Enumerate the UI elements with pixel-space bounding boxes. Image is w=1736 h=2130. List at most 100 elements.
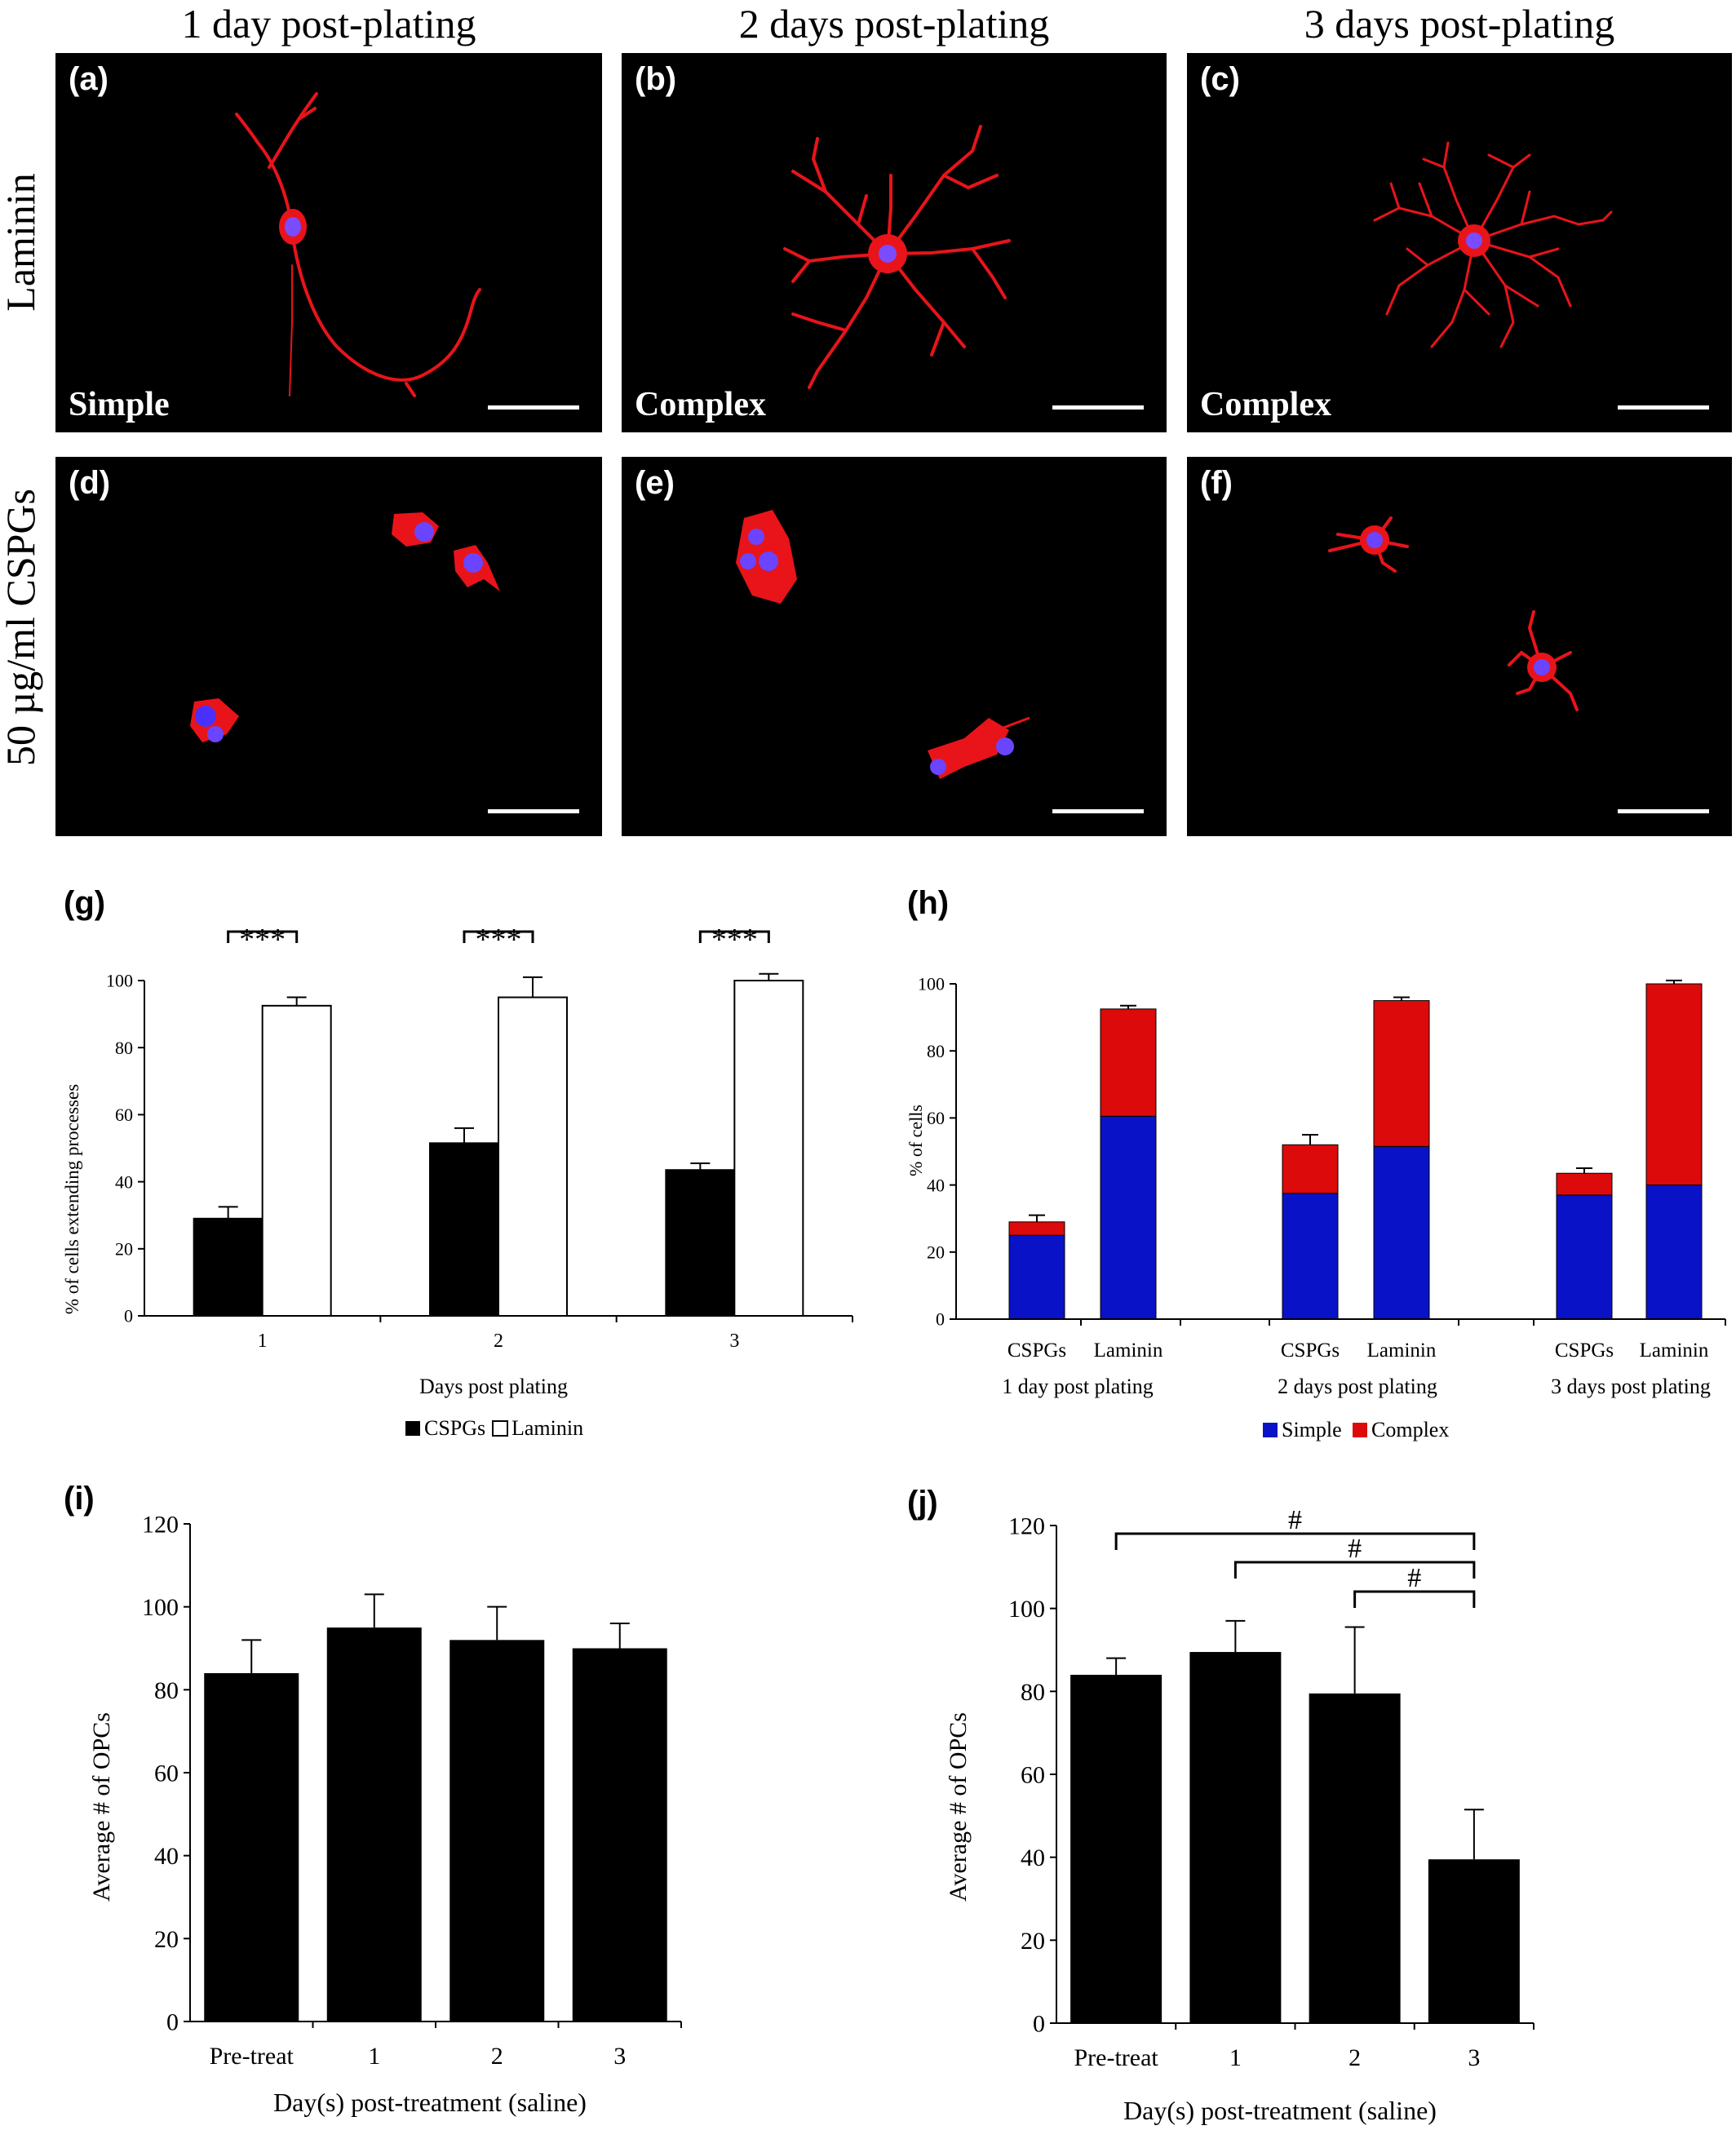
chart-i: 0 20 40 60 80 100 120 Pre-treat 1 2 3 Average # of… — [88, 1512, 682, 2117]
micrograph-panel-e: (e) — [622, 457, 1167, 836]
x-axis-label: Day(s) post-treatment (saline) — [1123, 2096, 1437, 2125]
bar — [1189, 1652, 1282, 2023]
morphology-label: Complex — [635, 386, 766, 423]
x-tick-label: 1 — [258, 1331, 268, 1352]
bar-segment-simple — [1373, 1145, 1430, 1320]
panel-label-j: (j) — [907, 1485, 938, 1521]
bar-segment-complex — [1645, 983, 1703, 1186]
x-tick-label: Pre-treat — [210, 2043, 294, 2070]
y-tick-label: 40 — [115, 1171, 133, 1192]
y-tick-label: 40 — [1021, 1844, 1045, 1871]
scale-bar — [1052, 405, 1144, 410]
bar-segment-complex — [1008, 1221, 1065, 1236]
y-tick-label: 120 — [142, 1512, 179, 1539]
panel-label: (b) — [635, 61, 677, 97]
significance-bracket — [698, 930, 770, 943]
y-axis-label: % of cells extending processes — [62, 1084, 82, 1314]
y-tick-label: 60 — [927, 1108, 945, 1128]
chart-j: 0 20 40 60 80 100 120 Pre-treat 1 2 3 # # # Average … — [945, 1505, 1534, 2125]
significance-label: # — [1288, 1505, 1302, 1535]
y-tick-label: 0 — [1033, 2011, 1045, 2038]
x-tick-label: 2 — [491, 2043, 503, 2070]
bar — [1309, 1693, 1401, 2023]
micrograph-panel-c: (c) Complex — [1187, 53, 1732, 432]
y-axis-label: Average # of OPCs — [88, 1712, 115, 1902]
legend-label-laminin: Laminin — [512, 1416, 583, 1440]
panel-label-i: (i) — [64, 1481, 95, 1517]
panel-label-g: (g) — [64, 885, 106, 921]
y-tick-label: 100 — [106, 971, 133, 991]
legend-swatch-cspgs — [405, 1421, 420, 1436]
chart-h: 0 20 40 60 80 100 CSPGs Laminin CSPGs Laminin CSPG… — [906, 974, 1726, 1441]
significance-bracket — [1114, 1532, 1476, 1550]
significance-bracket — [1353, 1590, 1476, 1608]
x-tick-label: Laminin — [1367, 1340, 1437, 1362]
legend-swatch-laminin — [492, 1420, 508, 1437]
y-tick-label: 0 — [124, 1306, 133, 1326]
legend-swatch-simple — [1263, 1423, 1278, 1437]
bar-cspgs — [193, 1217, 264, 1317]
x-tick-label: Laminin — [1094, 1340, 1163, 1362]
panel-label: (e) — [635, 465, 675, 501]
panel-label-h: (h) — [907, 885, 950, 921]
morphology-label: Complex — [1200, 386, 1331, 423]
bar-laminin — [261, 1004, 332, 1317]
bar — [572, 1648, 667, 2022]
significance-bracket — [463, 930, 534, 943]
y-tick-label: 40 — [927, 1175, 945, 1195]
y-tick-label: 0 — [166, 2009, 179, 2036]
group-label-3: 3 days post plating — [1551, 1375, 1711, 1398]
x-tick-label: CSPGs — [1281, 1340, 1340, 1362]
bar — [1070, 1675, 1162, 2023]
y-tick-label: 20 — [115, 1239, 133, 1260]
y-tick-label: 100 — [1008, 1596, 1045, 1623]
bar — [1428, 1859, 1520, 2023]
scale-bar — [1618, 405, 1709, 410]
x-tick-label: 2 — [494, 1331, 503, 1352]
neuron-simple-image — [235, 92, 481, 397]
legend-label-complex: Complex — [1371, 1418, 1449, 1441]
x-tick-label: 3 — [1468, 2044, 1480, 2071]
panel-label: (c) — [1200, 61, 1240, 97]
bar-laminin — [733, 980, 804, 1317]
x-tick-label: 3 — [729, 1331, 739, 1352]
y-axis-label: Average # of OPCs — [945, 1712, 972, 1902]
bar-segment-simple — [1100, 1115, 1157, 1320]
y-tick-label: 80 — [927, 1041, 945, 1061]
neuron-complex-image — [1373, 141, 1613, 348]
significance-bracket — [1233, 1561, 1476, 1579]
scale-bar — [1052, 809, 1144, 813]
bar — [204, 1673, 299, 2022]
x-tick-label: 1 — [368, 2043, 380, 2070]
morphology-label: Simple — [69, 386, 170, 423]
significance-label: *** — [239, 923, 286, 957]
column-title-day2: 2 days post-plating — [738, 1, 1050, 46]
y-tick-label: 20 — [1021, 1928, 1045, 1955]
x-axis-label: Days post plating — [419, 1375, 568, 1398]
scale-bar — [488, 809, 579, 813]
micrograph-panel-d: (d) — [55, 457, 602, 836]
legend-label-cspgs: CSPGs — [424, 1416, 485, 1440]
bar-segment-complex — [1100, 1008, 1157, 1117]
bar-segment-complex — [1556, 1172, 1613, 1196]
bar-cspgs — [429, 1142, 499, 1317]
y-tick-label: 40 — [154, 1843, 179, 1870]
x-tick-label: Laminin — [1640, 1340, 1709, 1362]
significance-label: *** — [711, 923, 758, 957]
y-tick-label: 60 — [115, 1105, 133, 1125]
group-label-1: 1 day post plating — [1002, 1375, 1154, 1398]
significance-label: # — [1407, 1563, 1421, 1593]
scale-bar — [1618, 809, 1709, 813]
bar — [450, 1640, 545, 2022]
y-tick-label: 100 — [918, 974, 945, 994]
micrograph-panel-b: (b) Complex — [622, 53, 1167, 432]
x-tick-label: CSPGs — [1555, 1340, 1614, 1362]
bar-segment-simple — [1556, 1194, 1613, 1320]
y-tick-label: 80 — [115, 1038, 133, 1058]
x-tick-label: Pre-treat — [1074, 2044, 1158, 2071]
y-tick-label: 60 — [1021, 1762, 1045, 1789]
chart-g: 0 20 40 60 80 100 1 2 3 *** *** *** % of cells ext… — [62, 923, 853, 1440]
panel-label: (d) — [69, 465, 111, 501]
bar — [326, 1627, 422, 2022]
column-title-day1: 1 day post-plating — [181, 1, 476, 46]
